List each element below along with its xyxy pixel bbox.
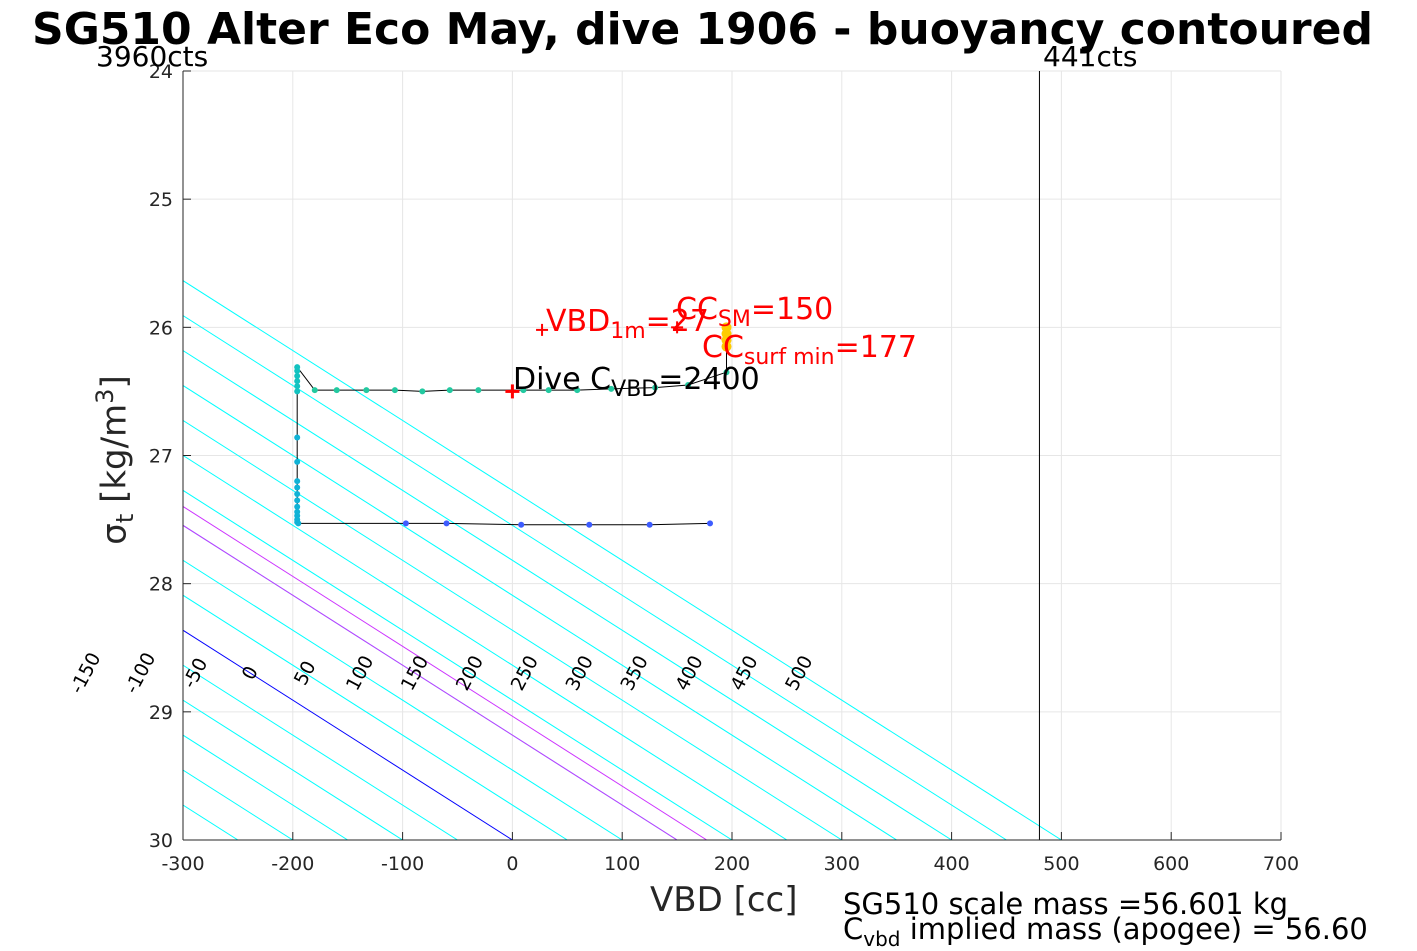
descent-point	[443, 520, 450, 527]
contour-label-lower: -100	[121, 649, 161, 697]
y-tick-label: 26	[149, 317, 173, 339]
x-tick-label: 100	[604, 853, 640, 875]
contour-line	[183, 629, 513, 840]
descent-point	[294, 503, 301, 510]
x-tick-label: -200	[271, 853, 314, 875]
surface-point	[721, 341, 732, 352]
descent-point	[294, 508, 301, 515]
contour-line	[183, 349, 952, 840]
descent-point	[707, 520, 714, 527]
contour-line	[183, 384, 897, 840]
top-right-count-label: 441cts	[1043, 40, 1138, 73]
ascent-point	[652, 384, 659, 391]
cc-sm-marker	[671, 321, 684, 334]
contour-label-lower: 100	[342, 652, 378, 694]
x-tick-label: 500	[1043, 853, 1079, 875]
contour-line	[183, 419, 843, 840]
y-tick-label: 25	[149, 189, 173, 211]
contour-label-lower: 300	[561, 652, 597, 694]
contour-label-lower: 50	[290, 657, 321, 689]
ascent-point	[446, 387, 453, 394]
ascent-point	[685, 382, 692, 389]
vbd-1m-annotation: VBD1m=27	[546, 304, 709, 344]
ascent-point	[294, 364, 301, 371]
contour-line	[183, 699, 403, 840]
x-tick-label: 400	[933, 853, 969, 875]
scale-mass-note: SG510 scale mass =56.601 kg	[843, 887, 1289, 921]
descent-point	[294, 434, 301, 441]
contour-line	[183, 559, 623, 840]
descent-point	[294, 497, 301, 504]
ascent-point	[574, 387, 581, 394]
contour-label-lower: -50	[178, 654, 212, 692]
cc-surf-min-annotation: CCsurf min=177	[702, 330, 917, 370]
ascent-point	[294, 378, 301, 385]
cc-contour-line	[183, 524, 678, 840]
y-tick-label: 24	[149, 61, 173, 83]
descent-point	[646, 521, 653, 528]
descent-profile-line	[296, 437, 711, 526]
ascent-point	[294, 373, 301, 380]
x-tick-label: 600	[1153, 853, 1189, 875]
ascent-point	[608, 385, 615, 392]
ascent-point	[294, 383, 301, 390]
contour-line	[183, 314, 1007, 840]
implied-mass-note: Cvbd implied mass (apogee) = 56.60	[843, 912, 1368, 951]
vbd-1m-marker	[536, 323, 549, 336]
contour-label-lower: 0	[238, 663, 263, 684]
cc-contour-line	[183, 505, 708, 840]
ascent-point	[333, 387, 340, 394]
ascent-point	[520, 387, 527, 394]
ascent-point	[391, 387, 398, 394]
x-tick-label: -100	[381, 853, 424, 875]
ascent-point	[723, 369, 730, 376]
chart-title: SG510 Alter Eco May, dive 1906 - buoyanc…	[32, 4, 1373, 55]
x-tick-label: 0	[506, 853, 518, 875]
ascent-point	[363, 387, 370, 394]
contour-line	[183, 489, 733, 840]
descent-point	[294, 484, 301, 491]
dive-c-vbd-annotation: Dive CVBD=2400	[513, 362, 760, 402]
contour-label-lower: -150	[66, 649, 106, 697]
x-tick-label: 700	[1263, 853, 1299, 875]
ascent-point	[419, 388, 426, 395]
y-tick-label: 28	[149, 574, 173, 596]
contour-label-lower: 200	[452, 652, 488, 694]
contour-label-lower: 400	[671, 652, 707, 694]
x-tick-label: -300	[161, 853, 204, 875]
x-tick-label: 200	[714, 853, 750, 875]
y-tick-label: 30	[149, 830, 173, 852]
y-tick-label: 29	[149, 702, 173, 724]
x-axis-label: VBD [cc]	[650, 880, 798, 920]
dive-c-marker	[505, 384, 520, 399]
contour-line	[183, 594, 568, 840]
descent-point	[294, 458, 301, 465]
descent-point	[518, 521, 525, 528]
ascent-point	[294, 388, 301, 395]
y-axis-label: σt [kg/m3]	[90, 375, 140, 545]
contour-line	[183, 280, 1062, 840]
contour-line	[183, 664, 458, 840]
descent-point	[586, 521, 593, 528]
cc-sm-annotation: CCSM=150	[676, 292, 834, 332]
contour-label-lower: 500	[781, 652, 817, 694]
descent-point	[402, 520, 409, 527]
ascent-point	[311, 387, 318, 394]
ascent-point	[475, 387, 482, 394]
ascent-point	[545, 387, 552, 394]
top-left-count-label: 3960cts	[96, 40, 209, 73]
x-tick-label: 300	[824, 853, 860, 875]
descent-point	[294, 478, 301, 485]
y-tick-label: 27	[149, 446, 173, 468]
descent-point	[294, 490, 301, 497]
